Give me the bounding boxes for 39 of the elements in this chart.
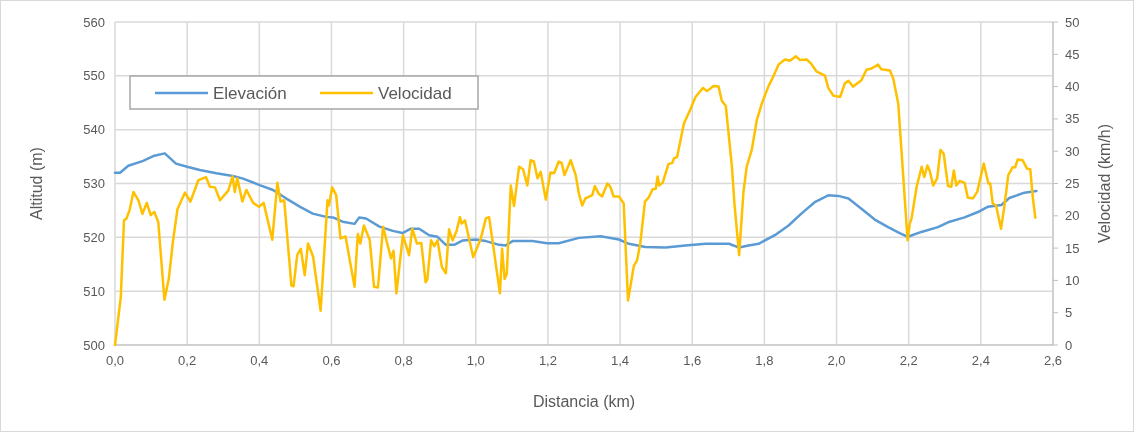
x-tick-label: 1,8 <box>755 353 774 368</box>
y-tick-label: 520 <box>83 229 105 245</box>
y-tick-label: 500 <box>83 337 105 353</box>
y-tick-label: 540 <box>83 122 105 138</box>
x-tick-label: 0,4 <box>250 353 269 368</box>
x-tick-label: 1,2 <box>538 353 557 368</box>
line-series <box>113 54 1037 347</box>
y2-tick-label: 25 <box>1065 176 1080 192</box>
y2-axis-title: Velocidad (km/h) <box>1096 123 1113 244</box>
x-tick-label: 1,4 <box>611 353 630 368</box>
x-tick-label: 2,2 <box>899 353 918 368</box>
y-tick-label: 560 <box>83 14 105 30</box>
x-tick-label: 2,0 <box>827 353 846 368</box>
x-tick-label: 1,0 <box>466 353 485 368</box>
x-tick-label: 0,8 <box>394 353 413 368</box>
x-tick-label: 1,6 <box>683 353 702 368</box>
y2-tick-label: 35 <box>1065 111 1080 127</box>
y2-tick-label: 15 <box>1065 240 1080 256</box>
legend-label: Elevación <box>213 83 287 103</box>
y2-tick-label: 20 <box>1065 208 1080 224</box>
x-tick-label: 2,6 <box>1043 353 1063 368</box>
x-axis-title: Distancia (km) <box>532 393 636 410</box>
x-tick-label: 0,0 <box>105 353 125 368</box>
y-tick-label: 510 <box>83 283 105 299</box>
y-tick-label: 530 <box>83 176 105 192</box>
y2-tick-label: 10 <box>1065 272 1080 288</box>
y2-tick-label: 40 <box>1065 79 1080 95</box>
y2-tick-label: 5 <box>1065 305 1073 321</box>
legend-label: Velocidad <box>378 83 452 103</box>
y2-tick-label: 30 <box>1065 143 1080 159</box>
x-tick-label: 2,4 <box>971 353 990 368</box>
y2-tick-label: 45 <box>1065 46 1080 62</box>
y-axis-title: Altitud (m) <box>28 147 45 220</box>
y2-tick-label: 0 <box>1065 337 1073 353</box>
x-tick-label: 0,6 <box>322 353 341 368</box>
y2-tick-label: 50 <box>1065 14 1080 30</box>
line-series <box>113 152 1038 249</box>
x-tick-label: 0,2 <box>178 353 197 368</box>
y-tick-label: 550 <box>83 68 105 84</box>
